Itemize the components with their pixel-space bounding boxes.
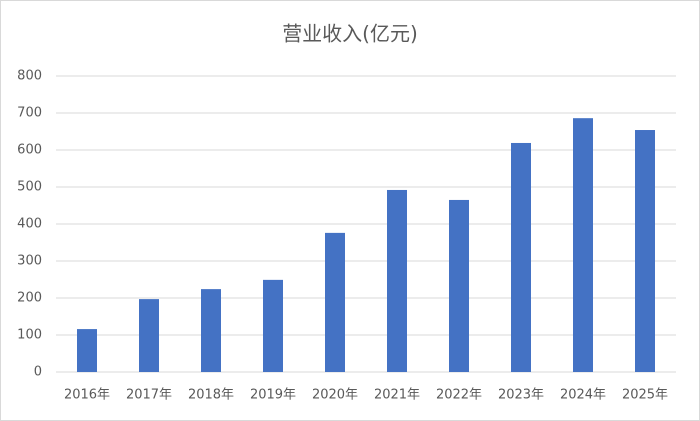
bar	[201, 289, 221, 372]
y-tick-label: 300	[17, 254, 42, 269]
bar	[139, 299, 159, 372]
y-tick-label: 100	[17, 328, 42, 343]
bar	[387, 189, 407, 372]
x-tick-label: 2018年	[188, 388, 234, 403]
bar	[325, 232, 345, 372]
x-tick-label: 2020年	[312, 388, 358, 403]
y-tick-label: 800	[17, 69, 42, 84]
bar	[573, 118, 593, 373]
x-tick-label: 2017年	[126, 388, 172, 403]
bar	[449, 199, 469, 372]
y-tick-label: 200	[17, 291, 42, 306]
y-tick-label: 400	[17, 217, 42, 232]
bar	[263, 279, 283, 372]
x-tick-label: 2019年	[250, 388, 296, 403]
chart-title: 营业收入(亿元)	[282, 22, 418, 46]
bar	[635, 130, 655, 372]
bar	[511, 142, 531, 372]
x-tick-label: 2023年	[498, 388, 544, 403]
y-tick-label: 700	[17, 106, 42, 121]
bar	[77, 329, 97, 372]
x-tick-label: 2016年	[64, 388, 110, 403]
y-tick-label: 0	[34, 365, 42, 380]
x-tick-label: 2025年	[622, 388, 668, 403]
y-tick-label: 600	[17, 143, 42, 158]
x-tick-label: 2022年	[436, 388, 482, 403]
x-tick-label: 2024年	[560, 388, 606, 403]
x-tick-label: 2021年	[374, 388, 420, 403]
y-tick-label: 500	[17, 180, 42, 195]
